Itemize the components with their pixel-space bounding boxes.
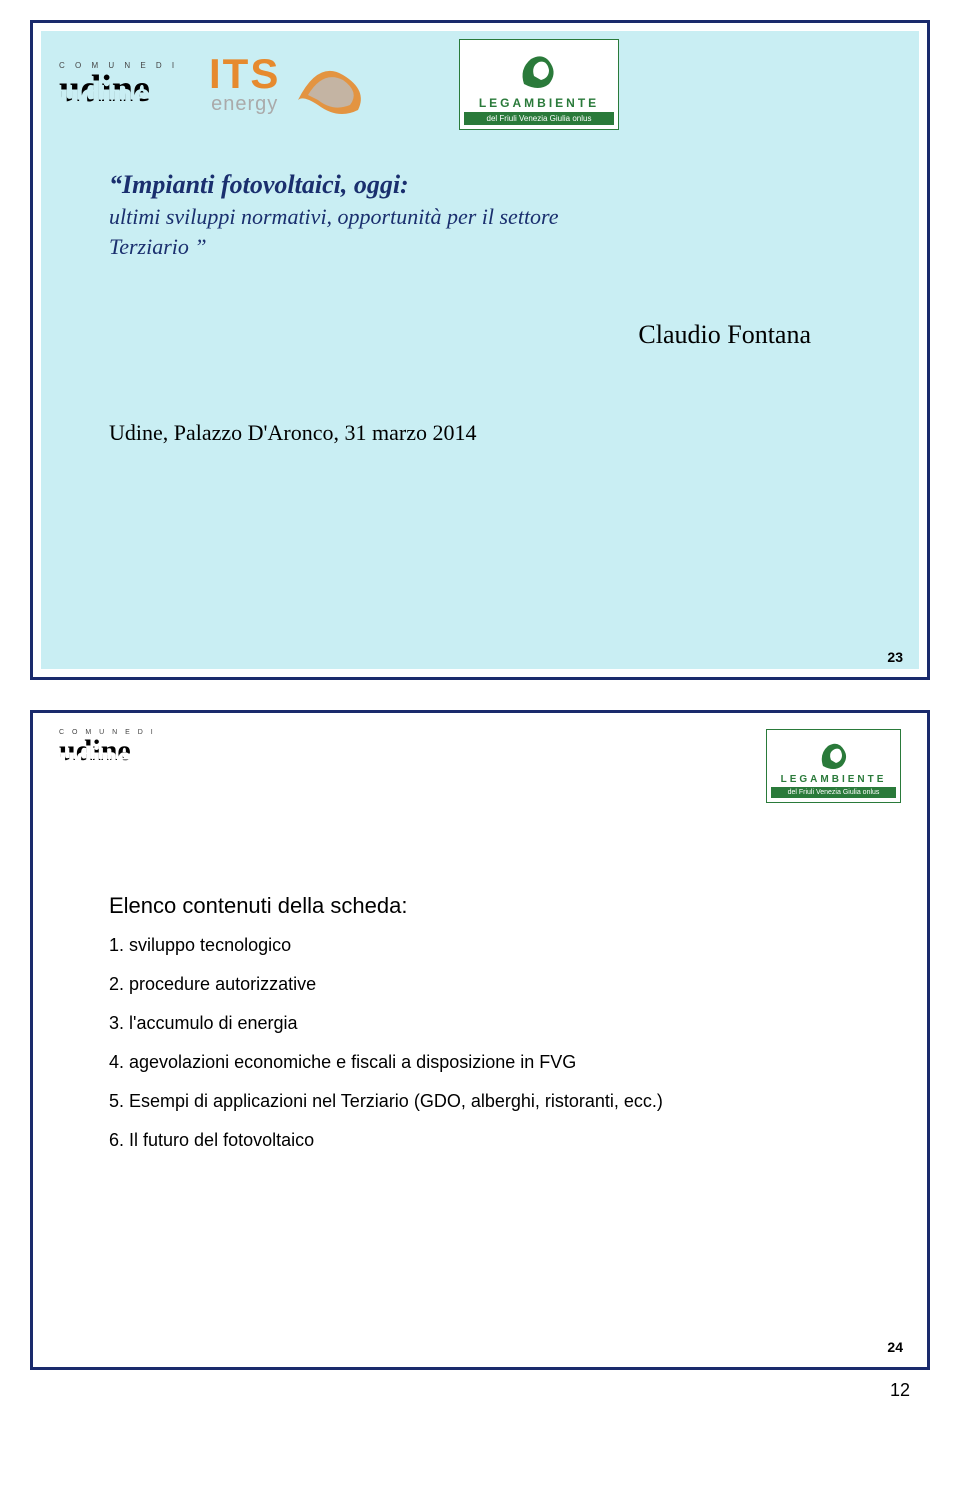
slide1-title-block: “Impianti fotovoltaici, oggi: ultimi svi…: [49, 170, 911, 260]
legambiente-swan-icon-small: [811, 734, 856, 772]
slide2-page-number: 24: [887, 1339, 903, 1355]
udine-brand: udine udine: [59, 70, 179, 108]
slide1-page-number: 23: [887, 649, 903, 665]
list-item: 6. Il futuro del fotovoltaico: [109, 1130, 911, 1151]
slide1-title-terz: Terziario ”: [109, 234, 911, 260]
title-main-text: Impianti fotovoltaici, oggi:: [122, 170, 409, 199]
udine-brand-overlay: udine: [59, 76, 150, 114]
slide1-title-main: “Impianti fotovoltaici, oggi:: [109, 170, 911, 200]
logo-legambiente: LEGAMBIENTE del Friuli Venezia Giulia on…: [459, 39, 619, 130]
list-item: 5. Esempi di applicazioni nel Terziario …: [109, 1091, 911, 1112]
slide1-title-sub: ultimi sviluppi normativi, opportunità p…: [109, 204, 911, 230]
lega-title-sm: LEGAMBIENTE: [781, 774, 887, 785]
its-text-sub: energy: [211, 93, 278, 116]
list-item: 3. l'accumulo di energia: [109, 1013, 911, 1034]
pdf-page-number: 12: [30, 1380, 930, 1401]
lega-sub-sm: del Friuli Venezia Giulia onlus: [771, 787, 896, 798]
quote-open: “: [109, 170, 122, 199]
slide-2: C O M U N E D I udine udine LEGAMBIENTE …: [30, 710, 930, 1370]
udine-brand-sm: udine udine: [59, 736, 159, 766]
lega-sub: del Friuli Venezia Giulia onlus: [464, 112, 614, 125]
list-item: 2. procedure autorizzative: [109, 974, 911, 995]
slide2-heading: Elenco contenuti della scheda:: [49, 893, 911, 919]
slide1-venue: Udine, Palazzo D'Aronco, 31 marzo 2014: [49, 420, 911, 446]
quote-close: ”: [194, 234, 206, 259]
slide2-logos: C O M U N E D I udine udine LEGAMBIENTE …: [49, 729, 911, 803]
list-item: 1. sviluppo tecnologico: [109, 935, 911, 956]
list-item: 4. agevolazioni economiche e fiscali a d…: [109, 1052, 911, 1073]
logo-legambiente-small: LEGAMBIENTE del Friuli Venezia Giulia on…: [766, 729, 901, 803]
logo-udine-small: C O M U N E D I udine udine: [59, 729, 159, 766]
legambiente-swan-icon: [509, 44, 569, 94]
lega-title: LEGAMBIENTE: [479, 96, 599, 110]
slide-1: C O M U N E D I udine udine ITS energy: [30, 20, 930, 680]
title-terz-text: Terziario: [109, 234, 189, 259]
udine-brand-overlay-sm: udine: [59, 742, 131, 772]
its-swirl-icon: [288, 50, 378, 120]
slide2-list: 1. sviluppo tecnologico 2. procedure aut…: [49, 935, 911, 1151]
slide-2-bg: C O M U N E D I udine udine LEGAMBIENTE …: [41, 721, 919, 1359]
logo-its-energy: ITS energy: [209, 50, 429, 120]
slide1-logos: C O M U N E D I udine udine ITS energy: [49, 39, 911, 130]
logo-udine: C O M U N E D I udine udine: [59, 61, 179, 108]
its-text-main: ITS: [209, 53, 280, 95]
slide1-author: Claudio Fontana: [49, 320, 911, 350]
slide-1-bg: C O M U N E D I udine udine ITS energy: [41, 31, 919, 669]
